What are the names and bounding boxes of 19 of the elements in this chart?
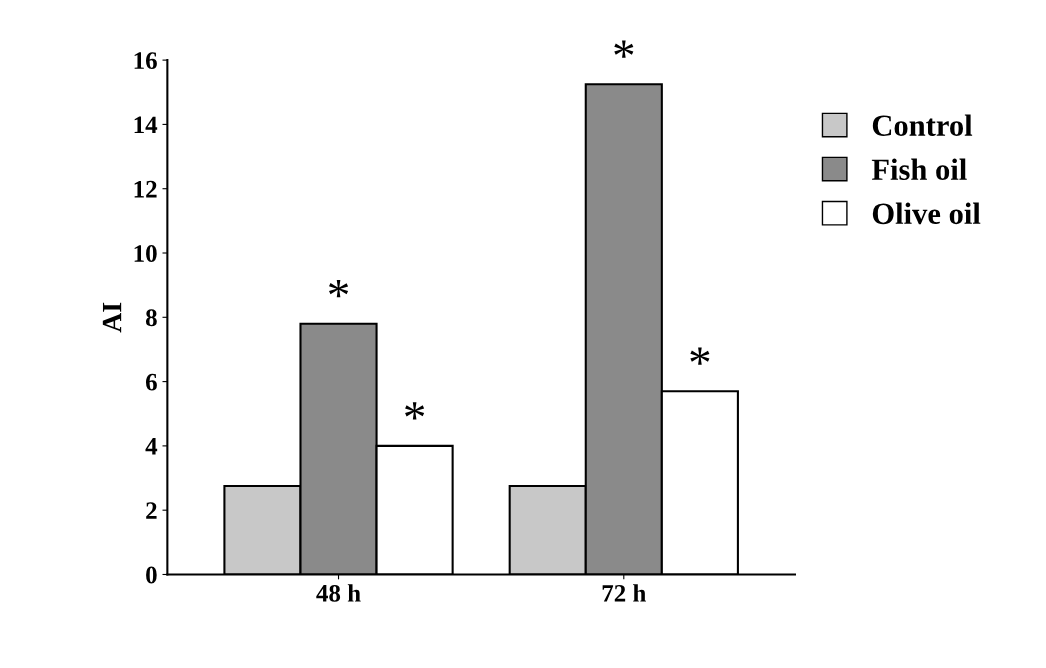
data-label: * [405,402,425,420]
y-tick-label: 10 [134,245,157,262]
y-tick-label: 0 [146,566,157,584]
legend-label: Olive oil [872,202,981,225]
x-tick-label: 72 h [602,584,646,602]
y-tick-label: 12 [134,180,157,198]
y-tick-label: 2 [146,502,157,519]
y-tick-label: 14 [134,116,158,134]
y-tick-label: 6 [145,373,157,391]
y-tick-label: 4 [145,438,158,455]
data-label: * [690,347,710,365]
y-axis-title: AI [102,302,122,333]
legend-label: Control [872,114,973,136]
data-label: * [329,279,349,298]
data-label: * [614,40,634,58]
y-tick-label: 16 [134,52,157,70]
y-tick-label: 8 [145,309,157,327]
x-tick-label: 48 h [316,584,361,602]
legend-label: Fish oil [871,158,967,181]
